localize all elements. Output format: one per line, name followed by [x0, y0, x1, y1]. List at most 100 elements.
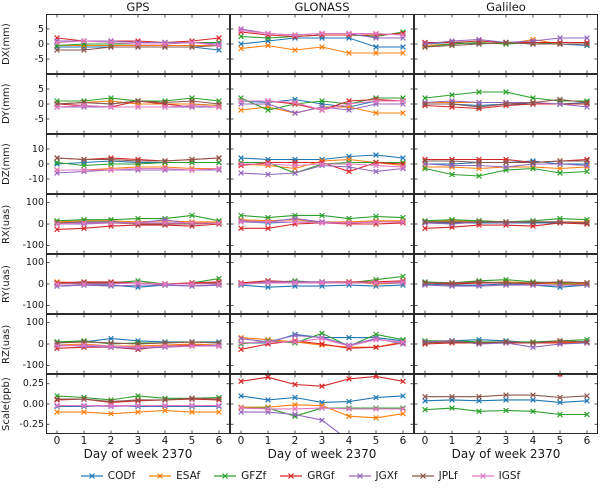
GRGf-line	[557, 374, 563, 377]
GRGf-line	[54, 221, 222, 233]
panel-GPS-DZ(mm)	[46, 134, 230, 194]
y-tick-label: 100	[25, 257, 44, 269]
x-tick-label: 1	[80, 435, 88, 447]
legend-marker-icon	[80, 473, 103, 479]
ESAf-line	[238, 42, 406, 56]
legend-marker-icon	[214, 473, 237, 479]
CODf-line	[238, 152, 406, 163]
panel-Galileo-DX(mm)	[414, 14, 598, 74]
legend-marker-icon	[280, 473, 303, 479]
x-tick-label: 0	[421, 435, 429, 447]
GFZf-line	[422, 165, 590, 179]
y-tick-label: -0.25	[19, 418, 44, 430]
JPLf-line	[422, 392, 590, 401]
GFZf-line	[54, 212, 222, 224]
y-axis-row-DY(mm): DY(mm) 5 0 -5	[0, 74, 46, 134]
x-tick-label: 2	[475, 435, 483, 447]
JPLf-line	[422, 39, 590, 50]
legend-marker-icon	[348, 473, 371, 479]
JGXf-line	[422, 98, 590, 110]
legend-item-GRGf: GRGf	[279, 470, 335, 482]
x-tick-label: 5	[188, 435, 196, 447]
legend-label: GRGf	[307, 470, 335, 482]
panel-Galileo-DY(mm)	[414, 74, 598, 134]
IGSf-line	[54, 280, 222, 287]
JGXf-line	[238, 409, 342, 434]
panel-GPS-RY(uas)	[46, 254, 230, 314]
x-tick-label: 2	[107, 435, 115, 447]
y-tick-label: -100	[22, 359, 44, 371]
IGSf-line	[238, 161, 406, 170]
x-axis-label-glonass: Day of week 2370	[267, 447, 377, 461]
GFZf-line	[238, 212, 406, 222]
panel-GLONASS-DY(mm)	[230, 74, 414, 134]
IGSf-line	[238, 405, 406, 412]
y-tick-label: 0	[37, 38, 44, 50]
y-axis-row-RZ(uas): RZ(uas) 100 0 -100	[0, 314, 46, 374]
y-axis-row-RY(uas): RY(uas) 100 0 -100	[0, 254, 46, 314]
y-tick-label: 100	[25, 197, 44, 209]
legend-marker-icon	[471, 473, 494, 479]
panel-GLONASS-DZ(mm)	[230, 134, 414, 194]
x-tick-label: 1	[448, 435, 456, 447]
y-tick-label: -5	[34, 53, 44, 65]
legend-marker-icon	[411, 473, 434, 479]
GFZf-line	[422, 405, 590, 418]
y-axis-row-RX(uas): RX(uas) 100 0 -100	[0, 194, 46, 254]
legend-label: JPLf	[438, 470, 458, 482]
GFZf-line	[238, 273, 406, 287]
JPLf-line	[54, 155, 222, 164]
x-axis-label-galileo: Day of week 2370	[451, 447, 561, 461]
IGSf-line	[54, 220, 222, 227]
panel-Galileo-RZ(uas)	[414, 314, 598, 374]
panel-GPS-RX(uas)	[46, 194, 230, 254]
IGSf-line	[238, 279, 406, 287]
ESAf-line	[238, 401, 406, 421]
legend-label: GFZf	[241, 470, 267, 482]
panel-GLONASS-Scale(ppb)	[230, 374, 414, 434]
x-tick-label: 4	[161, 435, 169, 447]
y-tick-label: -5	[34, 113, 44, 125]
IGSf-line	[54, 342, 222, 351]
GFZf-line	[54, 159, 222, 169]
GRGf-line	[238, 374, 406, 390]
legend-label: IGSf	[498, 470, 521, 482]
panel-GLONASS-RY(uas)	[230, 254, 414, 314]
legend-marker-icon	[149, 473, 172, 479]
IGSf-line	[238, 27, 406, 38]
x-ticks-GPS: 0 1 2 3 4 5 6	[46, 434, 230, 447]
legend-item-ESAf: ESAf	[148, 470, 200, 482]
y-tick-label: -10	[28, 173, 44, 185]
IGSf-line	[54, 38, 222, 49]
x-tick-label: 5	[556, 435, 564, 447]
IGSf-line	[238, 335, 406, 349]
panel-GPS-DY(mm)	[46, 74, 230, 134]
x-ticks-GLONASS: 0 1 2 3 4 5 6	[230, 434, 414, 447]
legend: CODf ESAf GFZf GRGf JGXf JPLf IGSf	[0, 466, 600, 486]
legend-label: ESAf	[176, 470, 201, 482]
panel-Galileo-RX(uas)	[414, 194, 598, 254]
JPLf-line	[422, 219, 590, 226]
y-tick-label: 100	[25, 317, 44, 329]
panel-Galileo-Scale(ppb)	[414, 374, 598, 434]
y-tick-label: 5	[37, 83, 44, 95]
JPLf-line	[422, 96, 590, 110]
GRGf-line	[238, 159, 406, 175]
x-tick-label: 5	[372, 435, 380, 447]
IGSf-line	[238, 98, 406, 113]
y-tick-label: 0	[37, 338, 44, 350]
panel-Galileo-DZ(mm)	[414, 134, 598, 194]
x-tick-label: 4	[345, 435, 353, 447]
ESAf-line	[54, 217, 222, 225]
x-tick-label: 0	[237, 435, 245, 447]
ESAf-line	[54, 407, 222, 417]
legend-item-JPLf: JPLf	[411, 470, 458, 482]
GRGf-line	[238, 337, 406, 353]
IGSf-line	[54, 402, 222, 409]
JPLf-line	[54, 339, 222, 347]
column-title-glonass: GLONASS	[294, 0, 350, 14]
column-title-gps: GPS	[126, 0, 150, 14]
panel-Galileo-RY(uas)	[414, 254, 598, 314]
JGXf-line	[238, 162, 406, 178]
JGXf-line	[422, 337, 590, 351]
